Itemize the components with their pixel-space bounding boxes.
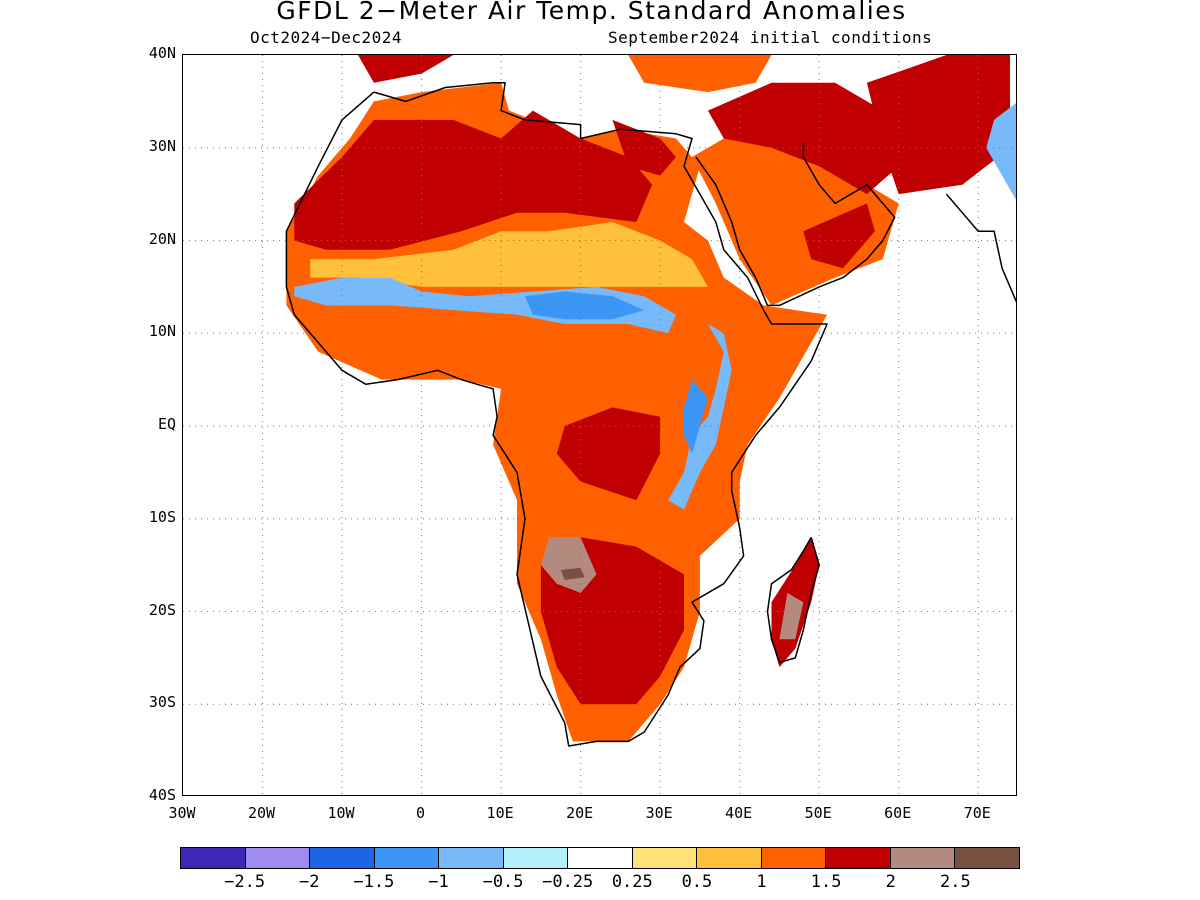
- lat-label: 20N: [148, 229, 176, 248]
- legend-label: −0.5: [482, 872, 524, 892]
- lon-label: 20W: [247, 804, 276, 822]
- legend-swatch: [503, 848, 569, 868]
- forecast-period: Oct2024−Dec2024: [250, 28, 402, 47]
- anomaly-region-india-cool: [986, 102, 1016, 200]
- legend-swatch: [310, 848, 375, 868]
- legend-swatch: [568, 848, 633, 868]
- anomaly-region-sahara-yellow: [310, 222, 708, 287]
- lat-label: 20S: [148, 600, 176, 619]
- coastline-arabia-coast: [695, 143, 896, 307]
- lat-label: 30S: [148, 693, 176, 712]
- anomaly-region-arabia-hot-south: [803, 203, 875, 269]
- anomaly-region-sahara-hot: [294, 110, 653, 250]
- lat-label: 10N: [148, 322, 176, 341]
- anomaly-region-iran-hot: [866, 55, 1010, 195]
- lon-label: 0: [416, 804, 426, 822]
- legend-swatch: [181, 848, 246, 868]
- anomaly-region-sahara-hot-east: [612, 119, 676, 176]
- legend-label: 1.5: [810, 872, 842, 892]
- anomaly-region-sahel-cool-center: [525, 291, 645, 320]
- legend-label: −1: [428, 872, 449, 892]
- legend-label: −2.5: [224, 872, 266, 892]
- legend-label: 0.25: [611, 872, 653, 892]
- lat-label: 30N: [148, 136, 176, 155]
- legend-swatch: [697, 848, 762, 868]
- chart-title: GFDL 2−Meter Air Temp. Standard Anomalie…: [276, 0, 907, 25]
- legend-swatch: [439, 848, 504, 868]
- anomaly-map: [183, 55, 1016, 795]
- legend-label: −0.25: [542, 872, 594, 892]
- color-legend: [180, 847, 1020, 869]
- anomaly-region-angola-brown: [540, 537, 597, 593]
- legend-label: 0.5: [681, 872, 713, 892]
- anomaly-region-madagascar-brown: [779, 592, 804, 640]
- legend-label: −1.5: [353, 872, 395, 892]
- anomaly-region-turkey-hot: [628, 55, 772, 93]
- lon-label: 30W: [168, 804, 196, 822]
- legend-swatch: [761, 848, 827, 868]
- legend-label: 1: [756, 872, 767, 892]
- lat-label: EQ: [157, 415, 176, 433]
- anomaly-region-arabia-hot: [707, 82, 899, 195]
- lon-label: 10W: [327, 804, 355, 822]
- lon-label: 40E: [725, 804, 753, 822]
- anomaly-region-east-africa-cool: [668, 324, 732, 510]
- coastline-madagascar-coast: [766, 536, 820, 664]
- legend-label: −2: [298, 872, 320, 892]
- lon-label: 70E: [963, 804, 991, 822]
- lon-label: 30E: [645, 804, 673, 822]
- lon-label: 10E: [486, 804, 514, 822]
- lat-label: 40S: [148, 786, 176, 804]
- initial-conditions: September2024 initial conditions: [608, 28, 933, 47]
- legend-swatch: [632, 848, 698, 868]
- legend-label: 2.5: [940, 872, 971, 892]
- legend-swatch: [955, 848, 1019, 868]
- legend-swatch: [374, 848, 440, 868]
- legend-swatch: [245, 848, 311, 868]
- lon-label: 50E: [804, 804, 832, 822]
- coastline-india-coast: [945, 193, 1016, 303]
- lon-label: 60E: [884, 804, 912, 822]
- anomaly-region-mediterranean-north: [358, 55, 454, 83]
- lon-label: 20E: [566, 804, 594, 822]
- anomaly-region-east-africa-cool-core: [684, 379, 708, 454]
- map-plot-area: [182, 54, 1017, 796]
- anomaly-region-angola-dark: [560, 567, 585, 580]
- legend-label: 2: [885, 872, 896, 892]
- anomaly-region-central-africa-hot: [556, 407, 661, 501]
- lat-label: 10S: [148, 507, 176, 526]
- coastline-africa-coast: [285, 82, 828, 747]
- lat-label: 40N: [148, 44, 176, 62]
- legend-swatch: [826, 848, 891, 868]
- legend-swatch: [890, 848, 956, 868]
